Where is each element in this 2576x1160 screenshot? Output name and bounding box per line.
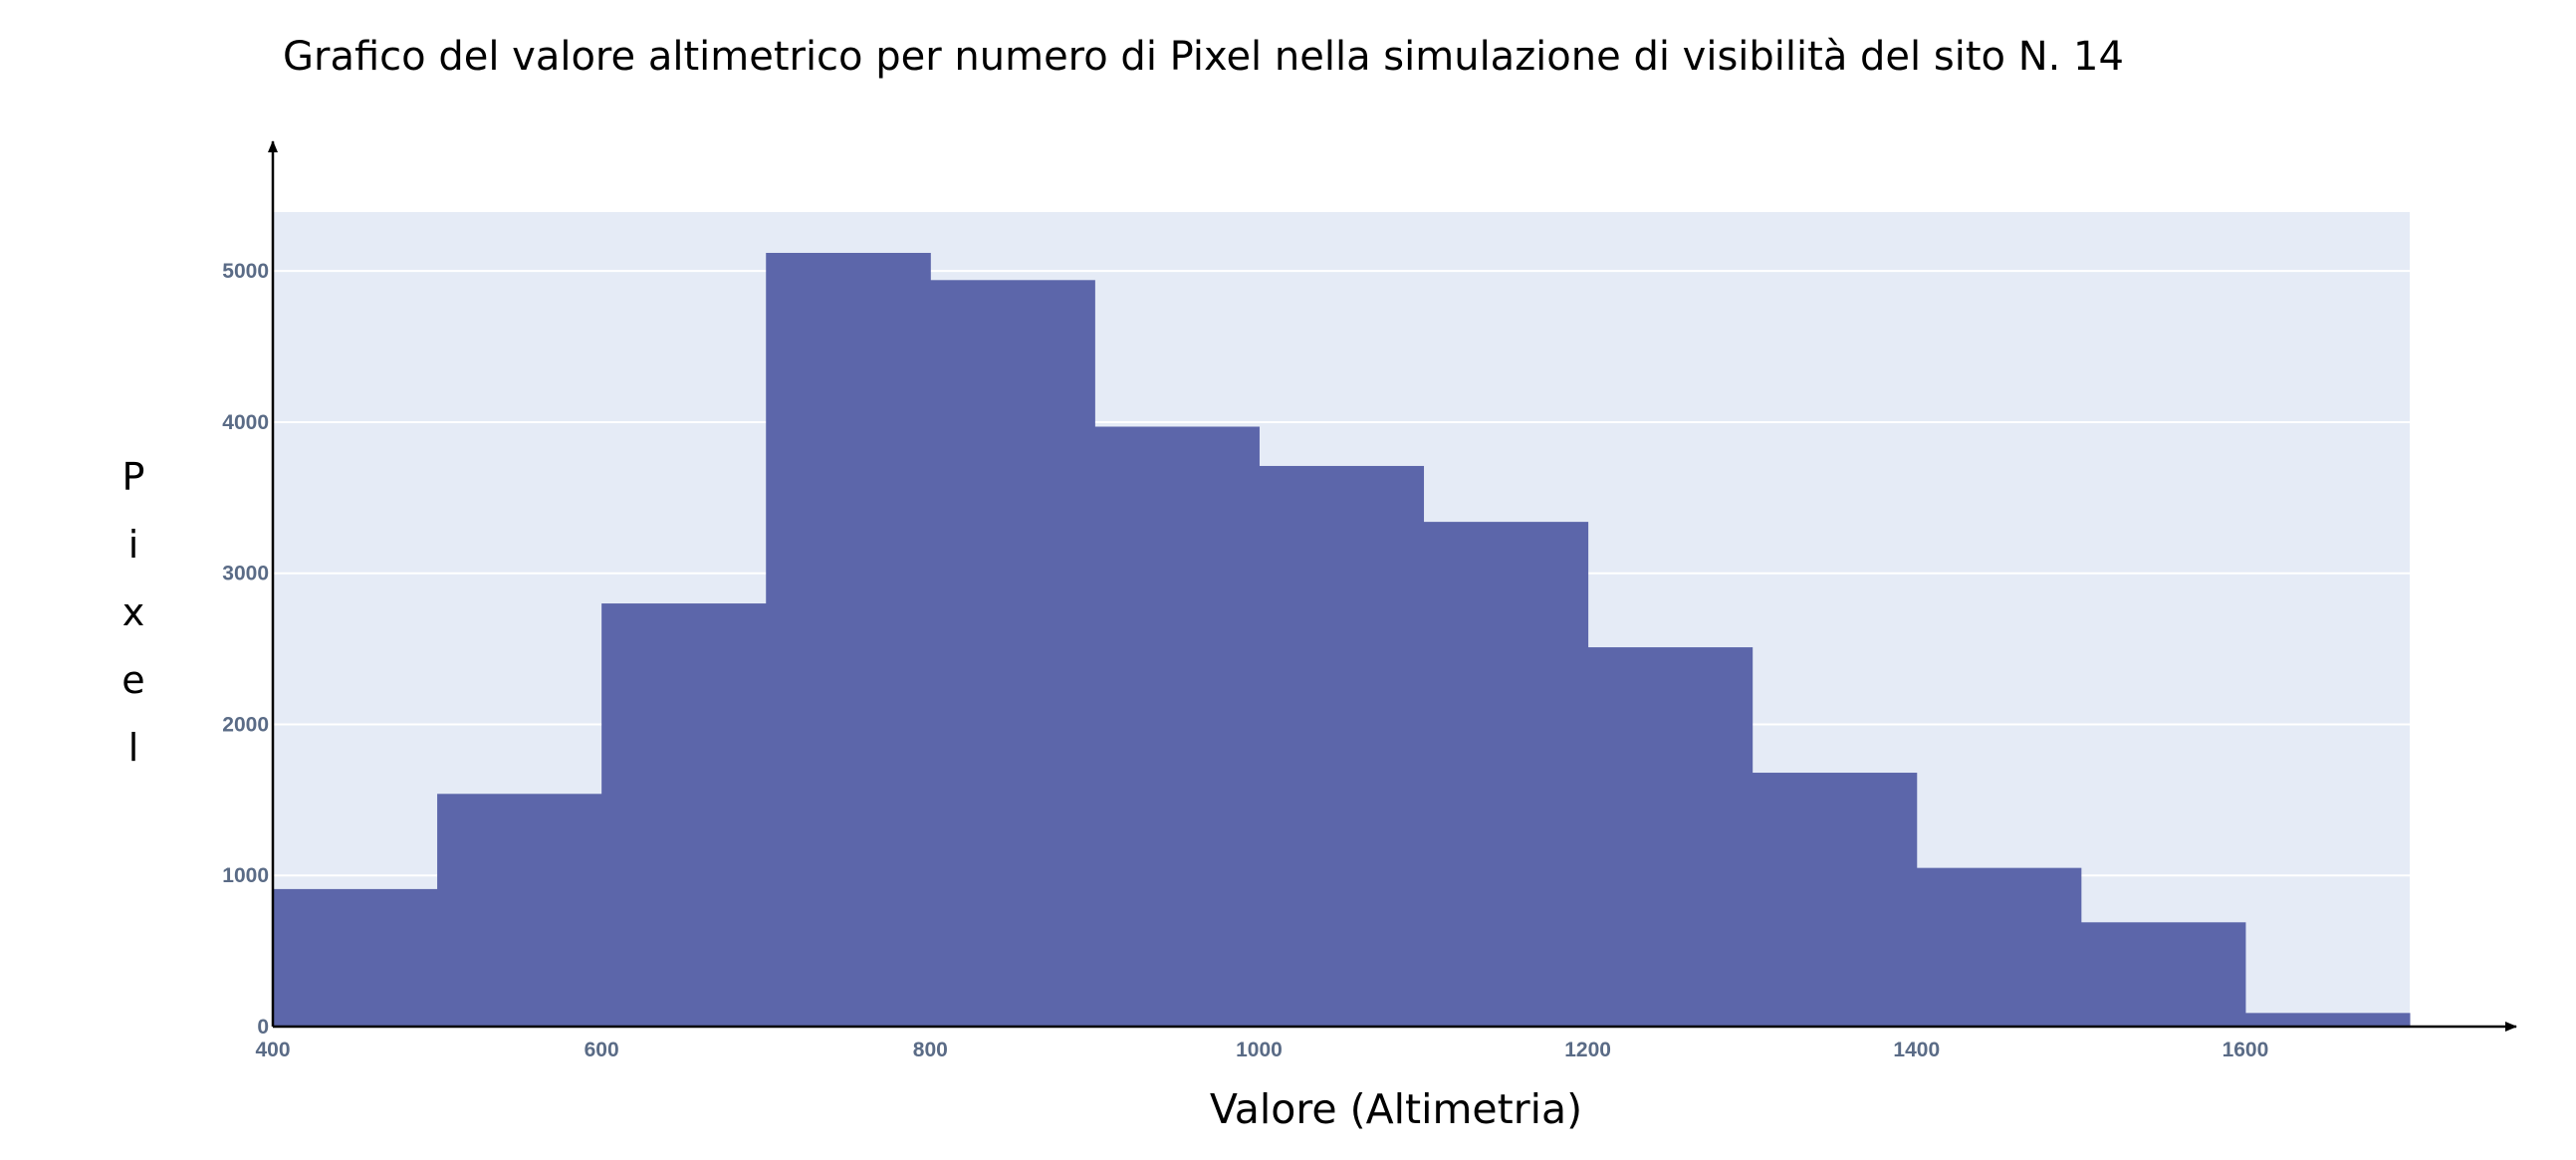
y-axis-label-char: x	[122, 590, 145, 634]
histogram-bar	[2080, 922, 2246, 1027]
x-tick-label: 1000	[1236, 1039, 1283, 1061]
x-tick-label: 400	[255, 1039, 290, 1061]
x-tick-label: 600	[585, 1039, 619, 1061]
y-axis-label-char: i	[128, 523, 139, 567]
histogram-bar	[2244, 1013, 2411, 1027]
histogram-bar	[437, 794, 602, 1027]
x-tick-label: 1200	[1564, 1039, 1611, 1061]
y-tick-label: 4000	[222, 411, 269, 434]
y-tick-label: 2000	[222, 713, 269, 736]
histogram-bar	[1916, 867, 2082, 1027]
y-tick-label: 0	[257, 1016, 269, 1039]
y-axis-label-char: e	[121, 658, 144, 702]
histogram-bar	[1094, 426, 1260, 1027]
histogram-bar	[1587, 647, 1754, 1027]
histogram-bar	[601, 603, 767, 1027]
bars	[273, 252, 2411, 1028]
y-axis-label-char: P	[122, 455, 145, 499]
x-tick-label: 800	[913, 1039, 948, 1061]
y-tick-label: 1000	[222, 864, 269, 887]
histogram-bar	[930, 280, 1095, 1028]
y-tick-labels: 0 1000 2000 3000 4000 5000	[222, 260, 269, 1039]
chart-title: Grafico del valore altimetrico per numer…	[283, 34, 2124, 80]
histogram-bar	[1752, 773, 1918, 1027]
x-tick-labels: 400 600 800 1000 1200 1400 1600	[255, 1039, 2268, 1061]
y-axis-label-char: l	[128, 726, 139, 770]
y-tick-label: 5000	[222, 260, 269, 283]
histogram-bar	[273, 888, 438, 1027]
histogram-bar	[766, 252, 931, 1027]
y-tick-label: 3000	[222, 563, 269, 585]
y-axis-label: Pixel	[121, 455, 144, 770]
x-tick-label: 1600	[2223, 1039, 2269, 1061]
x-tick-label: 1400	[1893, 1039, 1940, 1061]
x-axis-label: Valore (Altimetria)	[1210, 1085, 1582, 1133]
histogram-bar	[1423, 522, 1589, 1027]
histogram-bar	[1259, 465, 1425, 1027]
